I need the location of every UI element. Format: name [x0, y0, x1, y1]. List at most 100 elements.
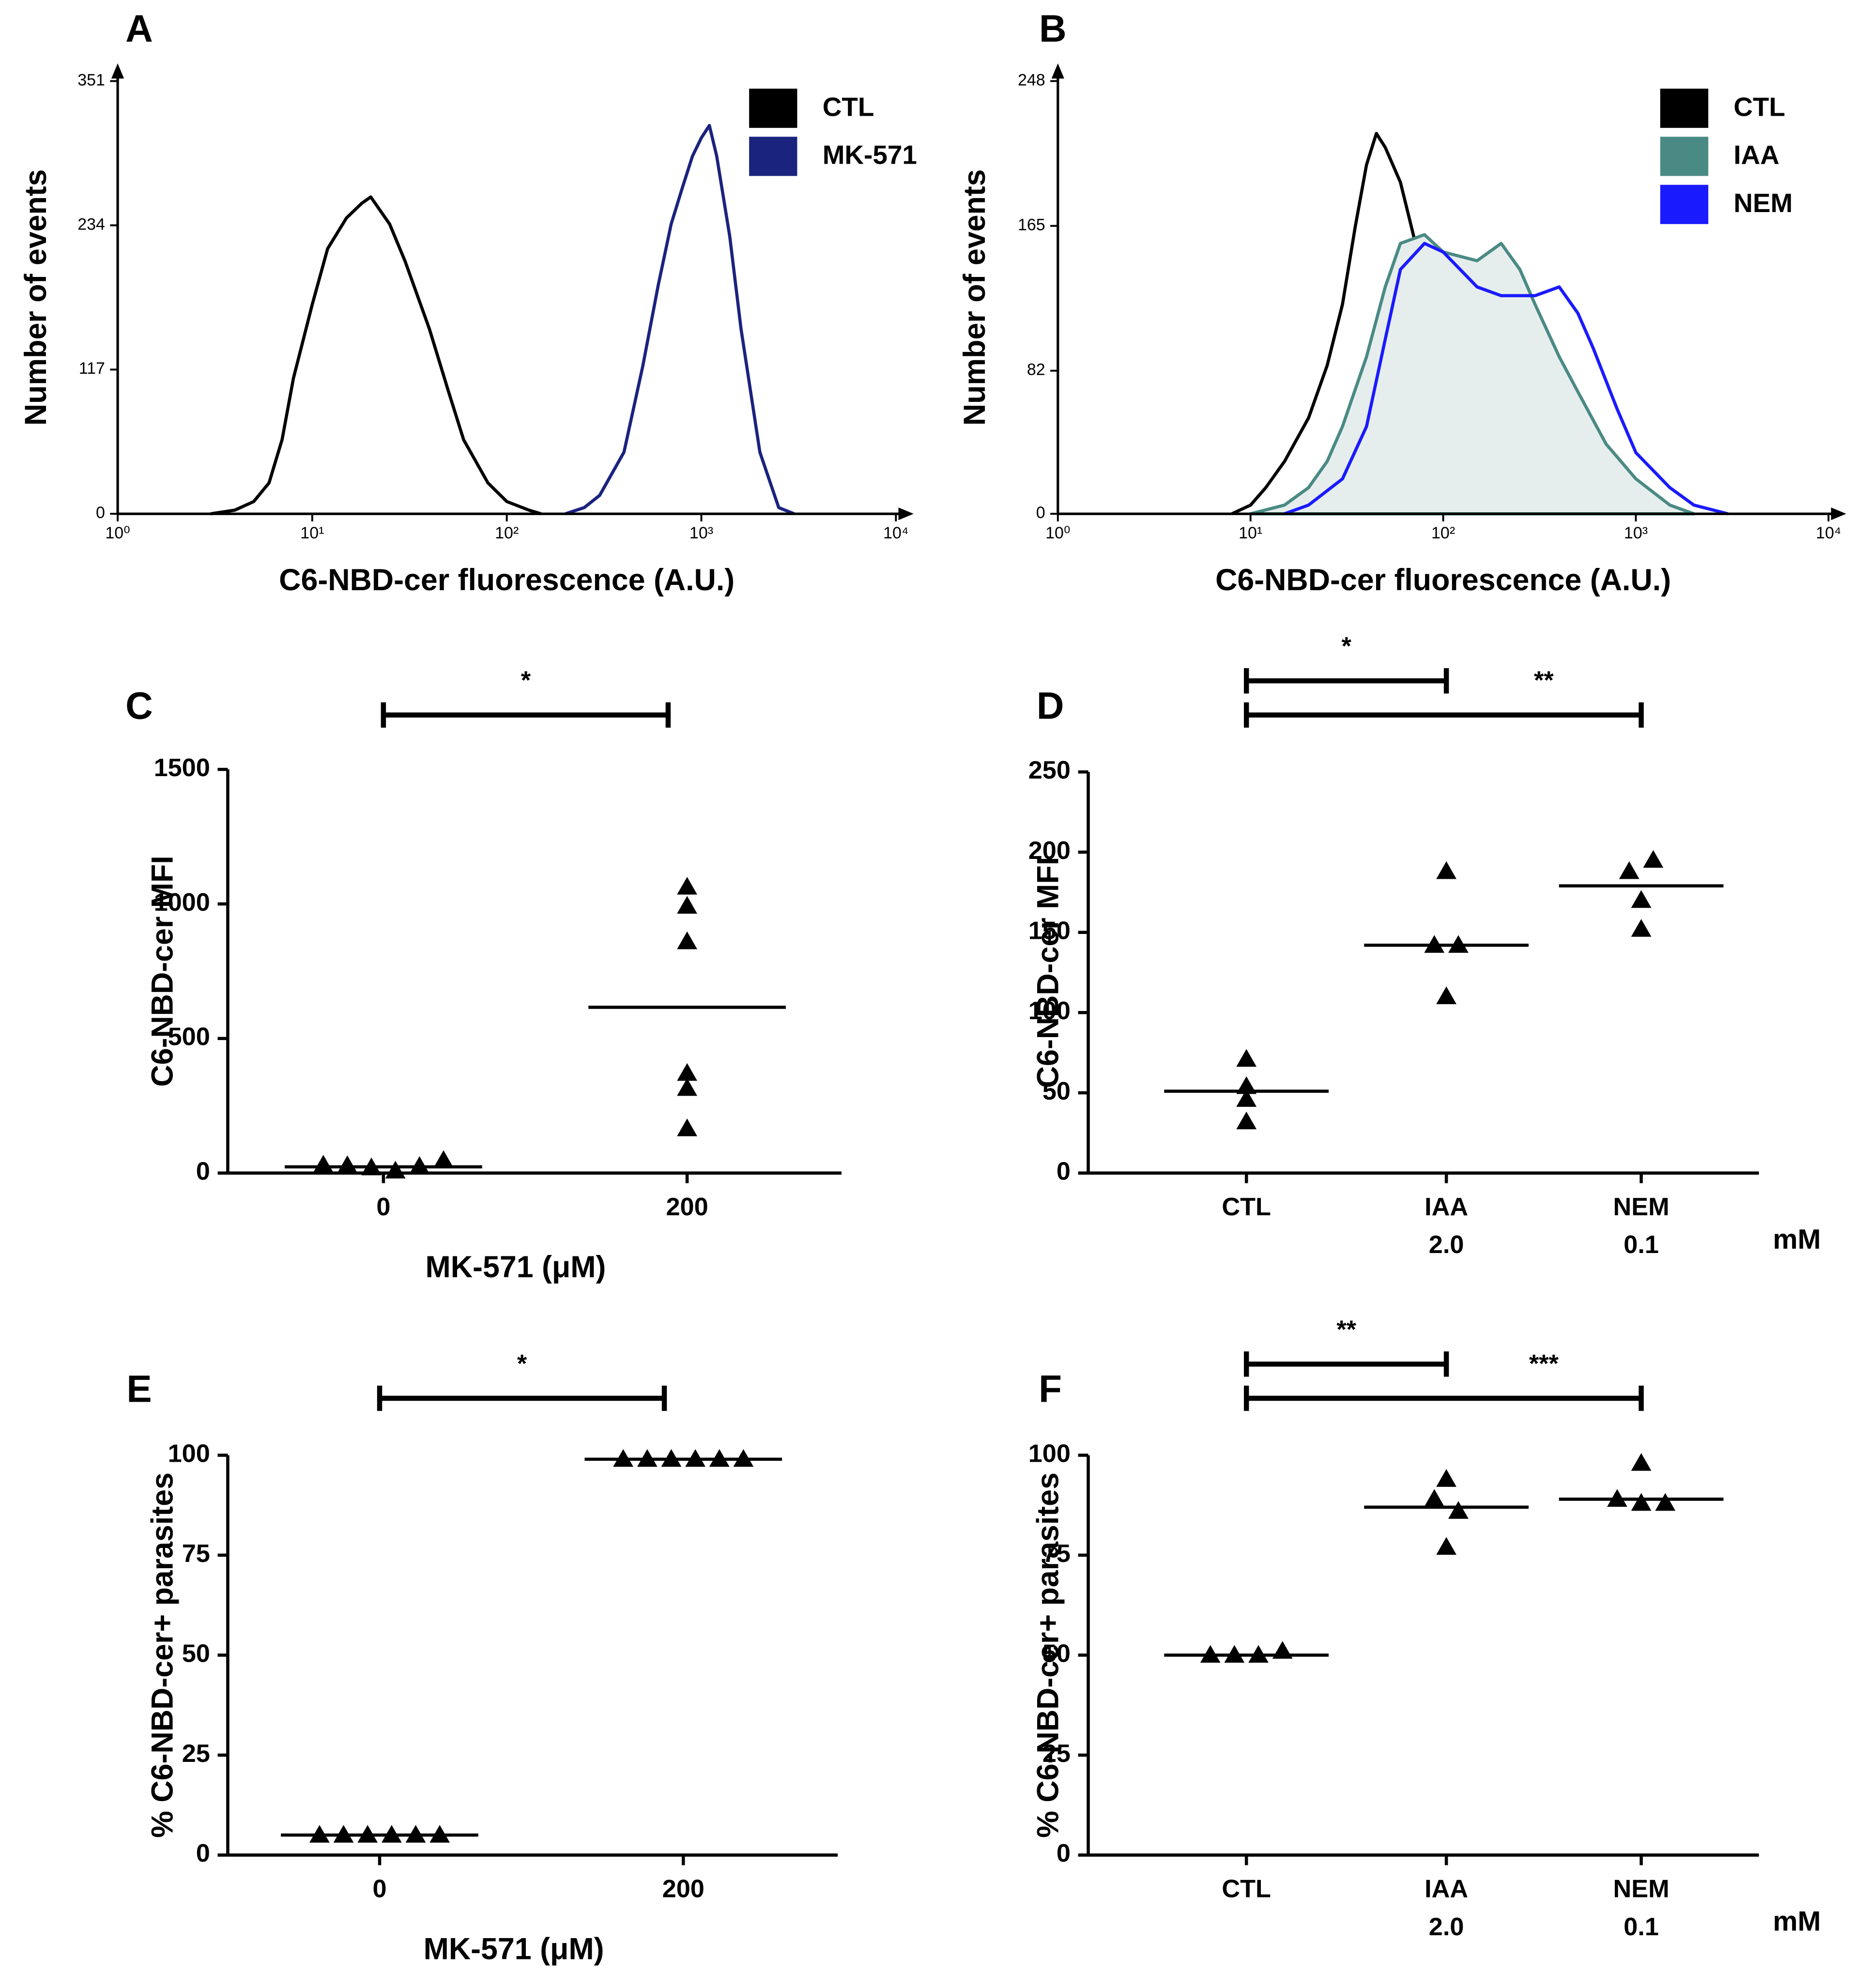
- x-tick-label: 10⁰: [1045, 524, 1070, 542]
- x-tick-label: 10¹: [1239, 524, 1262, 542]
- y-tick-label: 165: [1018, 216, 1045, 234]
- y-tick-label: 100: [1028, 997, 1071, 1025]
- x-tick-label: IAA: [1425, 1193, 1468, 1221]
- y-tick-label: 0: [1057, 1839, 1071, 1867]
- legend-swatch: [1660, 137, 1709, 176]
- y-tick-label: 351: [77, 71, 105, 89]
- x-tick-label: 10⁴: [1816, 524, 1841, 542]
- x-tick-label: 10²: [495, 524, 519, 542]
- significance-label: **: [1336, 1315, 1356, 1344]
- data-point: [1436, 861, 1457, 879]
- data-point: [385, 1161, 406, 1179]
- x-tick-label: 0.1: [1624, 1913, 1659, 1941]
- y-tick-label: 100: [1028, 1439, 1071, 1468]
- panel-label: B: [1039, 7, 1067, 50]
- histogram-line: [565, 123, 795, 516]
- x-tick-label: 10⁴: [883, 524, 908, 542]
- x-tick-label: 10⁰: [105, 524, 130, 542]
- y-axis-label: % C6-NBD-cer+ parasites: [1031, 1472, 1065, 1838]
- x-tick-label: 10³: [1624, 524, 1648, 542]
- y-axis-arrow: [111, 63, 124, 79]
- y-tick-label: 234: [77, 215, 105, 233]
- data-point: [1236, 1076, 1257, 1094]
- panel-label: C: [125, 684, 153, 727]
- x-tick-label: 2.0: [1429, 1913, 1464, 1941]
- significance-label: *: [517, 1350, 527, 1378]
- x-tick-label: 200: [666, 1193, 708, 1221]
- y-tick-label: 150: [1028, 917, 1071, 945]
- y-tick-label: 25: [1042, 1740, 1071, 1768]
- data-point: [677, 877, 697, 895]
- histogram-line: [210, 195, 542, 516]
- significance-label: *: [521, 667, 531, 695]
- data-point: [1436, 986, 1457, 1004]
- x-tick-label: CTL: [1222, 1193, 1271, 1221]
- x-tick-label: NEM: [1613, 1193, 1670, 1221]
- significance-label: **: [1534, 667, 1554, 695]
- data-point: [1236, 1049, 1257, 1067]
- unit-label: mM: [1773, 1906, 1821, 1937]
- y-tick-label: 200: [1028, 837, 1071, 865]
- y-tick-label: 50: [182, 1639, 210, 1667]
- significance-bracket: [1243, 668, 1449, 694]
- data-point: [1436, 1469, 1457, 1487]
- significance-bracket: [377, 1385, 667, 1411]
- y-tick-label: 75: [1042, 1540, 1071, 1568]
- data-point: [1631, 919, 1652, 937]
- y-tick-label: 25: [182, 1740, 210, 1768]
- x-tick-label: CTL: [1222, 1875, 1271, 1903]
- x-tick-label: 10¹: [300, 524, 324, 542]
- y-tick-label: 1500: [154, 754, 210, 782]
- legend-label: NEM: [1733, 188, 1792, 218]
- significance-label: ***: [1529, 1350, 1559, 1378]
- y-axis-label: C6-NBD-cer MFI: [145, 856, 179, 1086]
- legend-swatch: [749, 137, 797, 176]
- histogram-line: [1284, 242, 1729, 516]
- x-axis-label: MK-571 (μM): [426, 1250, 606, 1284]
- data-point: [677, 1078, 697, 1096]
- legend-swatch: [1660, 89, 1709, 128]
- y-tick-label: 0: [196, 1158, 210, 1186]
- x-tick-label: 200: [662, 1875, 705, 1903]
- significance-label: *: [1341, 632, 1351, 660]
- data-point: [1436, 1537, 1457, 1555]
- significance-bracket: [1243, 1351, 1449, 1377]
- legend-label: CTL: [1733, 92, 1785, 122]
- y-tick-label: 100: [168, 1439, 210, 1468]
- panel-label: D: [1037, 684, 1064, 727]
- panel-label: A: [125, 7, 153, 50]
- significance-bracket: [1243, 702, 1644, 728]
- data-point: [1655, 1493, 1676, 1511]
- legend-label: MK-571: [823, 140, 917, 170]
- unit-label: mM: [1773, 1224, 1821, 1255]
- data-point: [313, 1155, 334, 1173]
- y-axis-label: C6-NBD-cer MFI: [1031, 857, 1065, 1088]
- y-tick-label: 82: [1027, 361, 1045, 379]
- data-point: [677, 896, 697, 914]
- panel-label: E: [126, 1368, 152, 1410]
- legend-label: IAA: [1733, 140, 1779, 170]
- data-point: [677, 931, 697, 949]
- panel-label: F: [1039, 1368, 1062, 1410]
- x-axis-label: C6-NBD-cer fluorescence (A.U.): [279, 563, 735, 597]
- y-tick-label: 0: [1057, 1158, 1071, 1186]
- x-axis-label: C6-NBD-cer fluorescence (A.U.): [1215, 563, 1671, 597]
- data-point: [1631, 890, 1652, 908]
- y-axis-label: Number of events: [958, 169, 992, 426]
- y-tick-label: 0: [1036, 504, 1045, 522]
- data-point: [1631, 1453, 1652, 1471]
- legend-swatch: [1660, 184, 1709, 224]
- x-tick-label: 10³: [689, 524, 713, 542]
- x-tick-label: 0: [376, 1193, 390, 1221]
- data-point: [1631, 1493, 1652, 1511]
- y-tick-label: 50: [1042, 1077, 1071, 1105]
- data-point: [677, 1118, 697, 1136]
- data-point: [1448, 1501, 1469, 1519]
- x-tick-label: 10²: [1431, 524, 1455, 542]
- y-tick-label: 75: [182, 1540, 210, 1568]
- data-point: [1424, 1489, 1445, 1507]
- y-tick-label: 1000: [154, 888, 210, 917]
- data-point: [337, 1155, 358, 1173]
